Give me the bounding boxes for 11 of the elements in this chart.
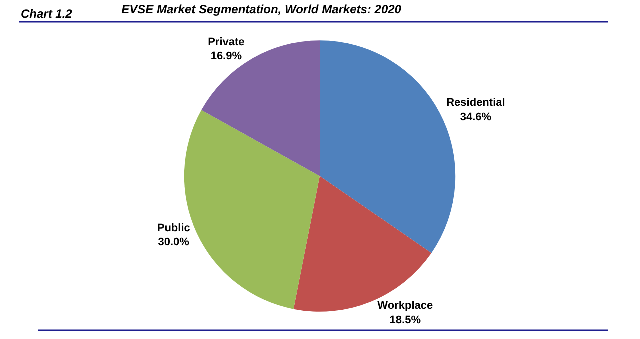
slice-label: Residential [446, 97, 506, 110]
chart-title: EVSE Market Segmentation, World Markets: 2020 [122, 2, 402, 16]
data-label: 30.0% [158, 236, 190, 249]
pie-slice [294, 176, 432, 312]
slice-label: Private [208, 36, 245, 48]
data-label: 34.6% [460, 112, 492, 124]
data-label: 16.9% [210, 50, 242, 63]
slice-label: Public [157, 222, 190, 234]
slice-label: Workplace [378, 300, 434, 312]
data-label: 18.5% [390, 314, 422, 326]
caption: Chart 1.2 [21, 7, 73, 21]
